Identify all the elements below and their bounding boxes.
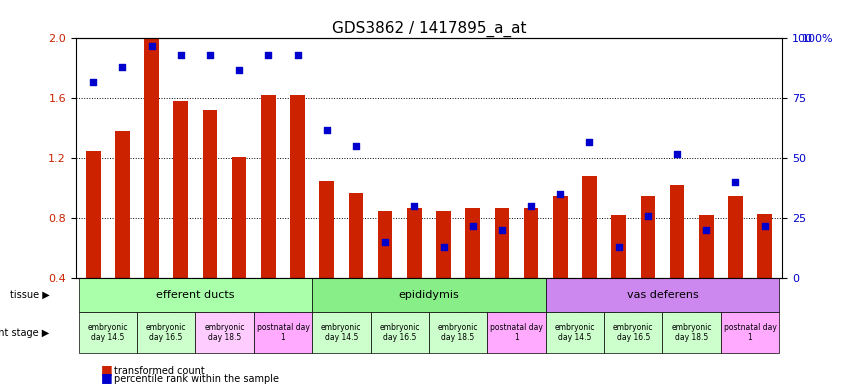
- Point: [262, 52, 275, 58]
- Point: [641, 213, 654, 219]
- Point: [524, 203, 537, 209]
- Point: [145, 43, 158, 49]
- Bar: [757, 214, 772, 338]
- Text: transformed count: transformed count: [114, 366, 204, 376]
- Text: embryonic
day 16.5: embryonic day 16.5: [379, 323, 420, 343]
- Text: postnatal day
1: postnatal day 1: [490, 323, 543, 343]
- Point: [204, 52, 217, 58]
- Text: ■: ■: [101, 371, 113, 384]
- Bar: [378, 211, 393, 338]
- Text: development stage ▶: development stage ▶: [0, 328, 50, 338]
- Bar: [137, 312, 195, 353]
- Text: tissue ▶: tissue ▶: [9, 290, 50, 300]
- Point: [553, 191, 567, 197]
- Bar: [524, 208, 538, 338]
- Point: [466, 222, 479, 228]
- Bar: [641, 196, 655, 338]
- Bar: [312, 312, 371, 353]
- Text: postnatal day
1: postnatal day 1: [723, 323, 776, 343]
- Text: embryonic
day 16.5: embryonic day 16.5: [613, 323, 653, 343]
- Bar: [371, 312, 429, 353]
- Point: [700, 227, 713, 233]
- Bar: [669, 185, 685, 338]
- Point: [87, 78, 100, 84]
- Point: [232, 66, 246, 73]
- Bar: [349, 193, 363, 338]
- Bar: [546, 278, 780, 312]
- Bar: [429, 312, 487, 353]
- Bar: [487, 312, 546, 353]
- Bar: [261, 95, 276, 338]
- Point: [116, 64, 130, 70]
- Point: [758, 222, 771, 228]
- Bar: [195, 312, 254, 353]
- Point: [583, 139, 596, 145]
- Bar: [553, 196, 568, 338]
- Point: [670, 151, 684, 157]
- Bar: [115, 131, 130, 338]
- Text: embryonic
day 14.5: embryonic day 14.5: [321, 323, 362, 343]
- Point: [612, 244, 626, 250]
- Bar: [721, 312, 780, 353]
- Bar: [203, 110, 217, 338]
- Text: embryonic
day 18.5: embryonic day 18.5: [671, 323, 711, 343]
- Text: efferent ducts: efferent ducts: [156, 290, 235, 300]
- Bar: [582, 176, 597, 338]
- Text: postnatal day
1: postnatal day 1: [257, 323, 309, 343]
- Text: percentile rank within the sample: percentile rank within the sample: [114, 374, 278, 384]
- Text: embryonic
day 14.5: embryonic day 14.5: [554, 323, 595, 343]
- Bar: [728, 196, 743, 338]
- Bar: [611, 215, 626, 338]
- Bar: [604, 312, 663, 353]
- Point: [495, 227, 509, 233]
- Y-axis label: 100%: 100%: [801, 34, 833, 44]
- Bar: [407, 208, 421, 338]
- Bar: [320, 181, 334, 338]
- Bar: [312, 278, 546, 312]
- Bar: [699, 215, 713, 338]
- Point: [728, 179, 742, 185]
- Bar: [232, 157, 246, 338]
- Bar: [78, 278, 312, 312]
- Bar: [254, 312, 312, 353]
- Point: [408, 203, 421, 209]
- Text: epididymis: epididymis: [399, 290, 459, 300]
- Point: [378, 239, 392, 245]
- Text: embryonic
day 18.5: embryonic day 18.5: [438, 323, 479, 343]
- Text: embryonic
day 18.5: embryonic day 18.5: [204, 323, 245, 343]
- Bar: [465, 208, 480, 338]
- Bar: [86, 151, 101, 338]
- Bar: [495, 208, 509, 338]
- Bar: [436, 211, 451, 338]
- Bar: [78, 312, 137, 353]
- Text: embryonic
day 14.5: embryonic day 14.5: [87, 323, 128, 343]
- Bar: [173, 101, 188, 338]
- Title: GDS3862 / 1417895_a_at: GDS3862 / 1417895_a_at: [331, 21, 526, 37]
- Bar: [546, 312, 604, 353]
- Point: [320, 126, 334, 132]
- Point: [174, 52, 188, 58]
- Text: vas deferens: vas deferens: [627, 290, 698, 300]
- Text: embryonic
day 16.5: embryonic day 16.5: [146, 323, 187, 343]
- Point: [349, 143, 362, 149]
- Bar: [145, 38, 159, 338]
- Point: [291, 52, 304, 58]
- Bar: [290, 95, 304, 338]
- Point: [436, 244, 450, 250]
- Text: ■: ■: [101, 363, 113, 376]
- Bar: [663, 312, 721, 353]
